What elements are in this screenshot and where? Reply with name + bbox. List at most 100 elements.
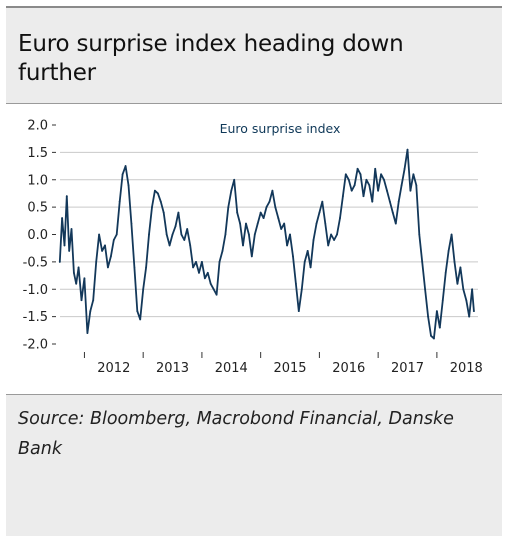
data-point — [400, 184, 403, 187]
x-tick-label: 2013 — [156, 361, 189, 376]
data-point — [89, 310, 92, 313]
data-point — [127, 184, 130, 187]
data-point — [441, 299, 444, 302]
data-point — [151, 206, 153, 209]
data-point — [75, 282, 78, 285]
data-point — [201, 260, 203, 263]
data-point — [289, 233, 291, 236]
data-point — [233, 178, 236, 181]
data-point — [397, 200, 400, 203]
data-point — [315, 222, 318, 225]
data-point — [80, 299, 83, 302]
data-point — [339, 217, 341, 219]
data-point — [221, 250, 224, 252]
y-tick-label: -1.0 — [23, 283, 48, 298]
source-note: Source: Bloomberg, Macrobond Financial, … — [18, 409, 454, 459]
y-tick-label: 2.0 — [27, 119, 48, 134]
data-point — [65, 195, 68, 198]
y-tick-label: -2.0 — [23, 338, 48, 353]
data-point — [183, 239, 186, 241]
data-point — [383, 178, 385, 181]
data-point — [312, 239, 315, 241]
data-point — [309, 266, 312, 269]
data-point — [115, 233, 118, 236]
data-point — [418, 233, 421, 236]
data-point — [248, 233, 250, 236]
data-point — [415, 184, 418, 187]
data-point — [433, 337, 435, 340]
data-point — [391, 211, 394, 214]
data-point — [374, 167, 377, 170]
data-point — [447, 250, 450, 252]
data-point — [356, 167, 359, 170]
data-point — [218, 260, 221, 263]
data-point — [245, 222, 247, 225]
data-point — [77, 266, 80, 269]
data-point — [206, 271, 209, 274]
data-point — [159, 200, 162, 203]
y-tick-label: 0.0 — [27, 228, 48, 243]
data-point — [227, 206, 230, 209]
axis-layer: 2.0 1.5 1.0 0.5 0.0 -0.5 -1.0 -1.5 -2.0 2012 2013 2… — [23, 119, 483, 377]
data-point — [462, 288, 465, 291]
footer-divider — [6, 394, 502, 395]
data-point — [180, 233, 183, 236]
header-divider — [6, 103, 502, 104]
data-point — [365, 178, 368, 181]
data-point — [133, 266, 136, 269]
data-point — [58, 260, 61, 263]
x-tick-label: 2012 — [97, 361, 130, 376]
data-point — [224, 233, 227, 236]
data-point — [162, 211, 165, 214]
data-point — [438, 326, 441, 329]
data-point — [195, 260, 197, 263]
x-tick-label: 2017 — [391, 361, 424, 376]
data-point — [154, 189, 156, 192]
data-point — [336, 233, 338, 236]
data-point — [394, 222, 397, 225]
data-point — [424, 288, 427, 291]
data-point — [327, 244, 330, 247]
data-point — [468, 315, 471, 318]
y-tick-label: -0.5 — [23, 255, 48, 270]
data-point — [430, 334, 432, 337]
data-point — [330, 233, 333, 236]
data-point — [318, 211, 321, 214]
data-point — [283, 222, 286, 225]
data-point — [265, 206, 268, 209]
data-point — [92, 299, 95, 302]
data-point — [286, 244, 288, 247]
data-point — [203, 277, 206, 280]
data-point — [435, 310, 438, 313]
data-point — [250, 255, 253, 258]
data-point — [471, 288, 474, 291]
data-point — [347, 178, 350, 181]
data-point — [68, 250, 71, 252]
data-point — [350, 189, 353, 192]
data-point — [83, 277, 86, 280]
data-point — [95, 260, 98, 263]
data-point — [321, 200, 324, 203]
data-point — [459, 266, 462, 269]
data-point — [189, 244, 192, 247]
data-point — [171, 233, 174, 236]
data-point — [98, 233, 101, 236]
data-point — [104, 244, 106, 247]
data-point — [156, 192, 159, 195]
data-point — [145, 266, 148, 269]
data-point — [242, 244, 244, 247]
data-point — [306, 250, 309, 252]
data-point — [112, 239, 115, 241]
data-point — [124, 165, 127, 167]
data-point — [109, 255, 112, 258]
y-tick-label: 1.0 — [27, 173, 48, 188]
data-point — [271, 189, 274, 192]
data-point — [101, 250, 103, 252]
data-point — [259, 211, 262, 214]
data-point — [253, 233, 256, 236]
data-point — [262, 217, 265, 219]
data-point — [292, 255, 294, 258]
y-tick-label: 1.5 — [27, 146, 48, 161]
series-layer — [58, 148, 475, 340]
